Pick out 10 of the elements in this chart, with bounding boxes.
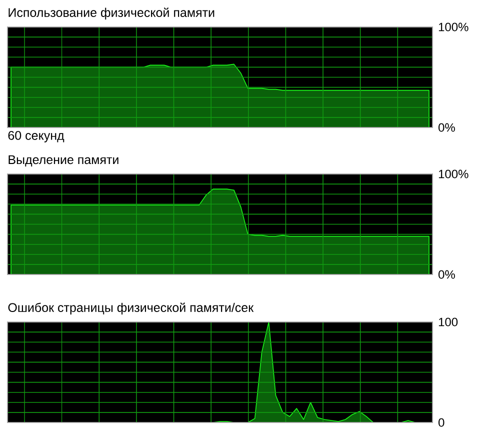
y-tick-label: 100: [438, 318, 458, 326]
chart-title: Выделение памяти: [8, 155, 118, 166]
chart-title: Использование физической памяти: [8, 8, 214, 20]
y-tick-label: 100%: [438, 22, 468, 32]
y-tick-label: 0%: [438, 123, 455, 132]
x-axis-title: 60 секунд: [8, 131, 64, 142]
chart-title: Ошибок страницы физической памяти/сек: [8, 302, 254, 314]
y-tick-label: 0%: [438, 270, 455, 279]
y-tick-label: 0: [438, 418, 444, 427]
y-tick-label: 100%: [438, 170, 468, 178]
